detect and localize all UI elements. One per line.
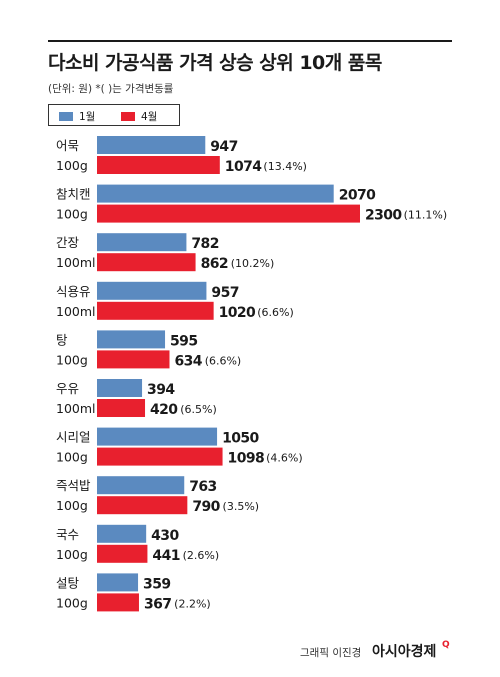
category-label: 탕 (56, 332, 68, 347)
category-unit: 100ml (56, 255, 96, 270)
value-label-apr: 420 (150, 402, 178, 418)
bar-apr (97, 496, 188, 515)
value-label-apr: 790 (192, 499, 220, 515)
bar-apr (97, 593, 139, 612)
value-label-jan: 2070 (339, 188, 376, 204)
chart-subtitle: (단위: 원) *( )는 가격변동률 (48, 83, 174, 95)
category-unit: 100g (56, 595, 88, 610)
bar-jan (97, 524, 147, 543)
value-label-apr: 367 (144, 596, 171, 612)
value-label-apr: 1074 (225, 159, 262, 175)
category-unit: 100ml (56, 401, 96, 416)
change-label: (13.4%) (263, 160, 307, 173)
value-label-jan: 947 (210, 139, 237, 155)
footer-brand: 아시아경제 (372, 644, 437, 660)
value-label-jan: 782 (191, 236, 218, 252)
value-label-apr: 1098 (228, 451, 265, 467)
bar-apr (97, 350, 170, 369)
change-label: (2.6%) (183, 549, 220, 562)
category-unit: 100g (56, 158, 88, 173)
change-label: (6.6%) (205, 354, 242, 367)
bar-jan (97, 476, 185, 495)
category-label: 간장 (56, 235, 80, 250)
change-label: (11.1%) (404, 209, 448, 222)
category-unit: 100ml (56, 304, 96, 319)
legend: 1월 4월 (48, 104, 180, 126)
category-label: 식용유 (56, 284, 91, 299)
value-label-jan: 430 (151, 528, 179, 544)
bar-apr (97, 204, 360, 223)
bar-jan (97, 233, 187, 252)
bar-jan (97, 136, 206, 154)
category-unit: 100g (56, 498, 88, 513)
legend-item-jan: 1월 (59, 109, 95, 124)
legend-label-jan: 1월 (79, 111, 96, 123)
value-label-apr: 441 (152, 548, 179, 564)
category-unit: 100g (56, 207, 88, 222)
value-label-jan: 595 (170, 333, 197, 349)
category-label: 설탕 (56, 575, 80, 590)
bar-jan (97, 573, 139, 592)
footer-logo-mark: Q (442, 640, 450, 650)
bar-jan (97, 379, 143, 397)
value-label-jan: 394 (147, 382, 175, 398)
value-label-apr: 862 (201, 256, 228, 272)
legend-item-apr: 4월 (121, 109, 157, 124)
bar-jan (97, 184, 334, 203)
legend-label-apr: 4월 (141, 111, 158, 123)
bar-apr (97, 399, 146, 417)
value-label-jan: 957 (211, 285, 238, 301)
chart-title: 다소비 가공식품 가격 상승 상위 10개 품목 (48, 52, 382, 74)
category-label: 우유 (56, 381, 79, 396)
category-label: 시리얼 (56, 430, 91, 445)
bar-apr (97, 253, 196, 272)
bar-jan (97, 427, 218, 446)
value-label-apr: 634 (174, 353, 202, 369)
legend-swatch-apr (121, 112, 135, 121)
value-label-apr: 1020 (219, 305, 256, 321)
value-label-jan: 359 (143, 576, 170, 592)
value-label-jan: 763 (189, 479, 216, 495)
change-label: (10.2%) (231, 257, 275, 270)
change-label: (6.5%) (180, 403, 217, 416)
bar-apr (97, 447, 223, 466)
top-rule (48, 40, 452, 42)
category-label: 즉석밥 (56, 478, 91, 493)
bar-jan (97, 330, 166, 349)
category-unit: 100g (56, 450, 88, 465)
category-label: 어묵 (56, 138, 79, 153)
legend-swatch-jan (59, 112, 73, 121)
change-label: (4.6%) (266, 452, 303, 465)
category-unit: 100g (56, 352, 88, 367)
value-label-jan: 1050 (222, 431, 259, 447)
category-unit: 100g (56, 547, 88, 562)
bar-apr (97, 544, 148, 563)
change-label: (2.2%) (174, 597, 211, 610)
change-label: (3.5%) (223, 500, 260, 513)
bar-jan (97, 281, 207, 300)
value-label-apr: 2300 (365, 208, 402, 224)
category-label: 국수 (56, 527, 79, 542)
category-label: 참치캔 (56, 187, 91, 202)
bar-apr (97, 156, 220, 174)
footer-credit: 그래픽 이진경 (300, 647, 362, 659)
change-label: (6.6%) (257, 306, 294, 319)
bar-apr (97, 301, 214, 320)
